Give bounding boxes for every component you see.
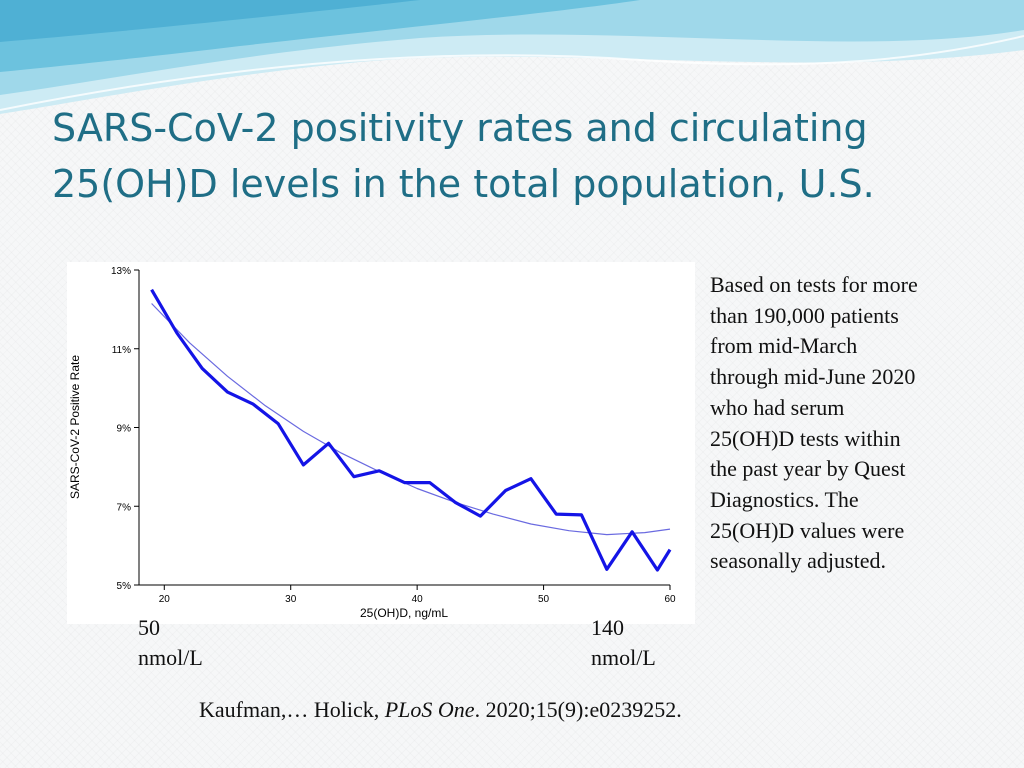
study-description: Based on tests for more than 190,000 pati… — [710, 270, 1010, 577]
citation-authors: Kaufman,… Holick, — [199, 697, 385, 722]
fitted-curve-line — [151, 303, 671, 536]
chart-panel: 5% 7% 9% 11% 13% 20 30 40 50 60 25(OH)D, ng/mL SA… — [67, 262, 695, 624]
study-description-line: Diagnostics. The — [710, 486, 859, 512]
slide-title: SARS-CoV-2 positivity rates and circulat… — [52, 100, 952, 212]
x-tick-label: 40 — [412, 594, 424, 605]
y-tick-label: 13% — [111, 266, 131, 277]
study-description-line: seasonally adjusted. — [710, 548, 886, 574]
y-tick-label: 9% — [117, 424, 132, 435]
study-description-line: than 190,000 patients — [710, 302, 899, 328]
study-description-line: Based on tests for more — [710, 272, 918, 297]
citation: Kaufman,… Holick, PLoS One. 2020;15(9):e… — [199, 697, 682, 723]
y-tick-label: 7% — [117, 502, 132, 513]
wave-line — [0, 35, 1024, 111]
y-tick-label: 11% — [112, 345, 131, 356]
x-tick-label: 20 — [159, 594, 171, 605]
unit-left-unit: nmol/L — [138, 645, 203, 670]
wave-band-top — [0, 0, 420, 42]
study-description-line: who had serum — [710, 394, 845, 420]
header-wave-decoration — [0, 0, 1024, 114]
x-tick-label: 60 — [664, 594, 676, 605]
unit-conversion-left: 50 nmol/L — [138, 613, 203, 673]
citation-journal: PLoS One — [384, 697, 475, 722]
unit-conversion-right: 140 nmol/L — [591, 613, 656, 673]
study-description-line: through mid-June 2020 — [710, 364, 916, 390]
positivity-line-chart: 5% 7% 9% 11% 13% 20 30 40 50 60 25(OH)D, ng/mL SA… — [68, 266, 676, 620]
x-axis-label: 25(OH)D, ng/mL — [360, 606, 448, 620]
x-tick-label: 30 — [285, 594, 297, 605]
unit-left-value: 50 — [138, 615, 160, 640]
study-description-line: from mid-March — [710, 333, 858, 359]
unit-right-value: 140 — [591, 615, 624, 640]
x-tick-label: 50 — [538, 594, 550, 605]
y-axis-label: SARS-CoV-2 Positive Rate — [68, 355, 82, 499]
observed-positivity-line — [150, 288, 672, 572]
study-description-line: the past year by Quest — [710, 456, 906, 482]
study-description-line: 25(OH)D tests within — [710, 425, 901, 451]
unit-right-unit: nmol/L — [591, 645, 656, 670]
title-line-2: 25(OH)D levels in the total population, … — [52, 162, 875, 206]
study-description-line: 25(OH)D values were — [710, 517, 905, 543]
citation-details: . 2020;15(9):e0239252. — [474, 697, 682, 722]
title-line-1: SARS-CoV-2 positivity rates and circulat… — [52, 106, 868, 150]
y-tick-label: 5% — [117, 581, 132, 592]
